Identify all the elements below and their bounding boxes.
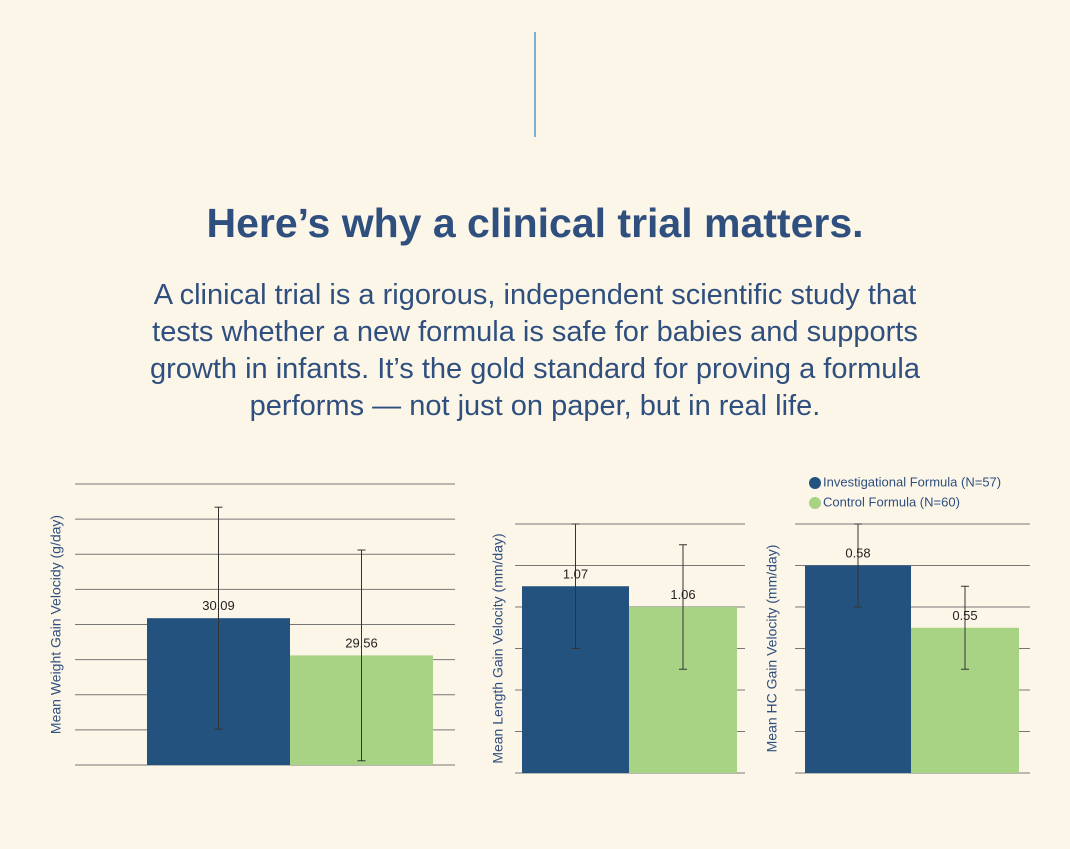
body-text: A clinical trial is a rigorous, independ… bbox=[0, 277, 1070, 425]
error-bar bbox=[214, 506, 223, 730]
value-label: 1.06 bbox=[670, 587, 695, 602]
error-bar bbox=[679, 544, 687, 670]
body-line: A clinical trial is a rigorous, independ… bbox=[153, 279, 917, 311]
y-axis-title: Mean Weight Gain Velocidy (g/day) bbox=[48, 515, 64, 734]
error-bar bbox=[961, 585, 969, 670]
value-label: 29.56 bbox=[345, 635, 378, 650]
body-line: performs — not just on paper, but in rea… bbox=[249, 390, 821, 422]
heading: Here’s why a clinical trial matters. bbox=[206, 200, 864, 246]
body-line: tests whether a new formula is safe for … bbox=[152, 316, 918, 348]
y-axis-title: Mean HC Gain Velocity (mm/day) bbox=[764, 545, 780, 753]
legend-swatch bbox=[809, 497, 821, 509]
body-line: growth in infants. It’s the gold standar… bbox=[149, 353, 920, 385]
value-label: 1.07 bbox=[563, 566, 588, 581]
error-bar bbox=[357, 549, 366, 762]
value-label: 0.58 bbox=[845, 546, 870, 561]
legend-label: Investigational Formula (N=57) bbox=[823, 474, 1001, 489]
value-label: 0.55 bbox=[952, 608, 977, 623]
divider-line bbox=[534, 32, 536, 137]
legend-swatch bbox=[809, 477, 821, 489]
error-bar bbox=[571, 523, 580, 649]
y-axis-title: Mean Length Gain Velocity (mm/day) bbox=[490, 533, 506, 763]
error-bar bbox=[854, 523, 862, 608]
value-label: 30.09 bbox=[202, 598, 235, 613]
legend-label: Control Formula (N=60) bbox=[823, 494, 960, 509]
